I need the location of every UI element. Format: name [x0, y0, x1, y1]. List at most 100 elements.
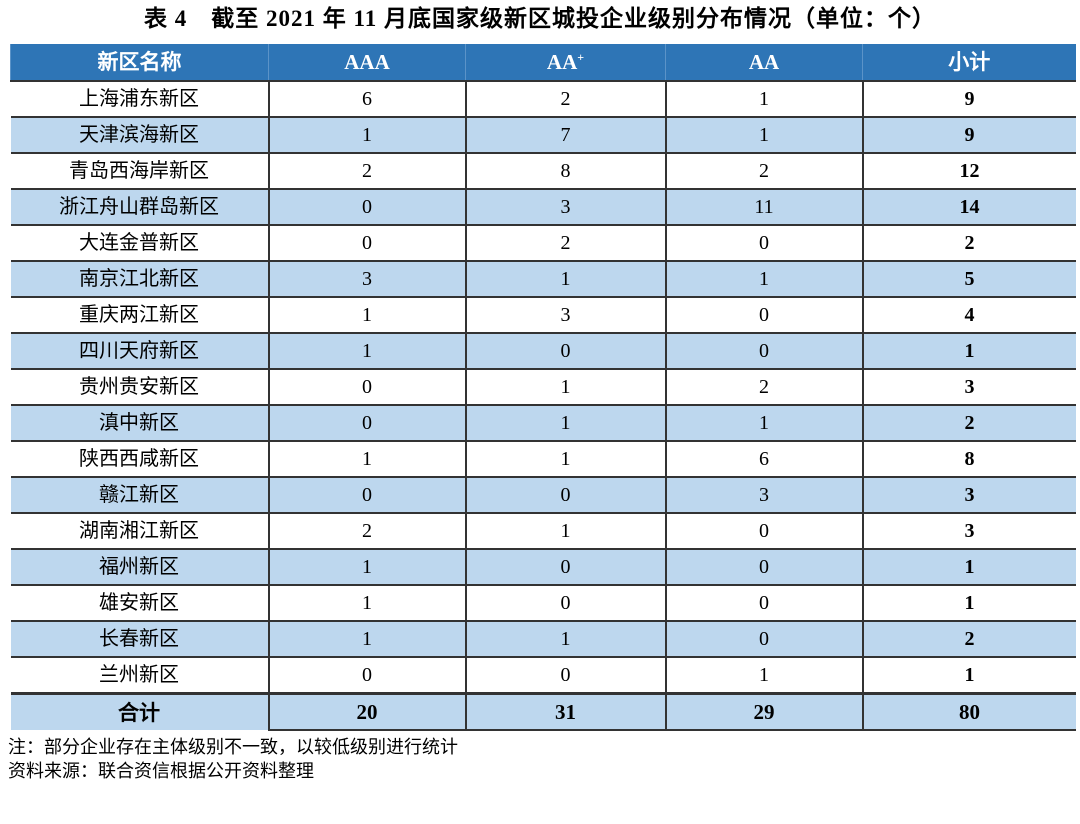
table-row: 重庆两江新区 1 3 0 4	[10, 296, 1076, 333]
count-cell: 2	[664, 152, 863, 189]
subtotal-cell: 1	[861, 656, 1076, 694]
total-row: 合计 20 31 29 80	[10, 692, 1076, 731]
total-cell: 31	[464, 692, 666, 731]
table-row: 贵州贵安新区 0 1 2 3	[10, 368, 1076, 405]
total-cell: 80	[861, 692, 1076, 731]
count-cell: 1	[664, 404, 863, 441]
count-cell: 3	[267, 260, 466, 297]
region-name-cell: 浙江舟山群岛新区	[10, 188, 269, 225]
region-name-cell: 天津滨海新区	[10, 116, 269, 153]
region-name-cell: 湖南湘江新区	[10, 512, 269, 549]
count-cell: 1	[464, 368, 666, 405]
table-row: 陕西西咸新区 1 1 6 8	[10, 440, 1076, 477]
table-note: 注：部分企业存在主体级别不一致，以较低级别进行统计	[8, 737, 458, 757]
count-cell: 0	[664, 548, 863, 585]
count-cell: 2	[267, 152, 466, 189]
subtotal-cell: 1	[861, 548, 1076, 585]
region-name-cell: 赣江新区	[10, 476, 269, 513]
count-cell: 1	[267, 332, 466, 369]
column-header: AAA	[268, 44, 466, 81]
region-name-cell: 青岛西海岸新区	[10, 152, 269, 189]
subtotal-cell: 14	[861, 188, 1076, 225]
count-cell: 11	[664, 188, 863, 225]
region-name-cell: 重庆两江新区	[10, 296, 269, 333]
region-name-cell: 大连金普新区	[10, 224, 269, 261]
region-name-cell: 陕西西咸新区	[10, 440, 269, 477]
subtotal-cell: 12	[861, 152, 1076, 189]
subtotal-cell: 5	[861, 260, 1076, 297]
region-name-cell: 四川天府新区	[10, 332, 269, 369]
count-cell: 1	[664, 80, 863, 117]
subtotal-cell: 2	[861, 404, 1076, 441]
count-cell: 2	[464, 80, 666, 117]
column-header: AA	[665, 44, 863, 81]
region-name-cell: 兰州新区	[10, 656, 269, 694]
column-header: 小计	[862, 44, 1076, 81]
count-cell: 0	[664, 584, 863, 621]
count-cell: 0	[664, 620, 863, 657]
table-row: 兰州新区 0 0 1 1	[10, 656, 1076, 694]
subtotal-cell: 9	[861, 80, 1076, 117]
total-cell: 29	[664, 692, 863, 731]
count-cell: 2	[267, 512, 466, 549]
count-cell: 1	[464, 260, 666, 297]
count-cell: 1	[464, 512, 666, 549]
subtotal-cell: 2	[861, 224, 1076, 261]
region-name-cell: 雄安新区	[10, 584, 269, 621]
count-cell: 3	[464, 296, 666, 333]
count-cell: 1	[464, 440, 666, 477]
total-cell: 20	[267, 692, 466, 731]
count-cell: 0	[464, 584, 666, 621]
column-header: 新区名称	[10, 44, 269, 81]
count-cell: 3	[464, 188, 666, 225]
subtotal-cell: 3	[861, 476, 1076, 513]
notes: 注：部分企业存在主体级别不一致，以较低级别进行统计 资料来源：联合资信根据公开资…	[8, 735, 1080, 783]
count-cell: 6	[267, 80, 466, 117]
count-cell: 0	[267, 404, 466, 441]
count-cell: 1	[267, 296, 466, 333]
column-header-label: AA	[546, 50, 578, 74]
count-cell: 1	[464, 620, 666, 657]
count-cell: 1	[464, 404, 666, 441]
count-cell: 1	[267, 440, 466, 477]
subtotal-cell: 8	[861, 440, 1076, 477]
subtotal-cell: 3	[861, 368, 1076, 405]
table-row: 青岛西海岸新区 2 8 2 12	[10, 152, 1076, 189]
subtotal-cell: 1	[861, 332, 1076, 369]
region-name-cell: 上海浦东新区	[10, 80, 269, 117]
column-header-label: 新区名称	[97, 50, 182, 74]
count-cell: 0	[464, 548, 666, 585]
table-row: 大连金普新区 0 2 0 2	[10, 224, 1076, 261]
count-cell: 1	[267, 584, 466, 621]
count-cell: 0	[267, 368, 466, 405]
table-row: 湖南湘江新区 2 1 0 3	[10, 512, 1076, 549]
region-name-cell: 贵州贵安新区	[10, 368, 269, 405]
count-cell: 0	[664, 512, 863, 549]
table-row: 浙江舟山群岛新区 0 3 11 14	[10, 188, 1076, 225]
table-row: 长春新区 1 1 0 2	[10, 620, 1076, 657]
table-row: 天津滨海新区 1 7 1 9	[10, 116, 1076, 153]
column-header-label: AA	[748, 50, 780, 74]
table-row: 滇中新区 0 1 1 2	[10, 404, 1076, 441]
count-cell: 1	[664, 260, 863, 297]
count-cell: 0	[664, 296, 863, 333]
rating-distribution-table: 新区名称 AAA AA+ AA 小计 上海浦东新区 6 2 1 9 天津滨海新区 1 7 1 9 青岛西海岸…	[10, 44, 1076, 731]
subtotal-cell: 2	[861, 620, 1076, 657]
region-name-cell: 福州新区	[10, 548, 269, 585]
table-row: 上海浦东新区 6 2 1 9	[10, 80, 1076, 117]
count-cell: 0	[267, 188, 466, 225]
count-cell: 6	[664, 440, 863, 477]
table-row: 南京江北新区 3 1 1 5	[10, 260, 1076, 297]
count-cell: 1	[664, 116, 863, 153]
count-cell: 0	[267, 224, 466, 261]
header-row: 新区名称 AAA AA+ AA 小计	[10, 44, 1076, 81]
count-cell: 1	[267, 620, 466, 657]
count-cell: 0	[464, 332, 666, 369]
count-cell: 7	[464, 116, 666, 153]
count-cell: 1	[664, 656, 863, 694]
count-cell: 0	[464, 476, 666, 513]
count-cell: 0	[664, 332, 863, 369]
subtotal-cell: 4	[861, 296, 1076, 333]
table-source: 资料来源：联合资信根据公开资料整理	[8, 761, 314, 781]
count-cell: 8	[464, 152, 666, 189]
